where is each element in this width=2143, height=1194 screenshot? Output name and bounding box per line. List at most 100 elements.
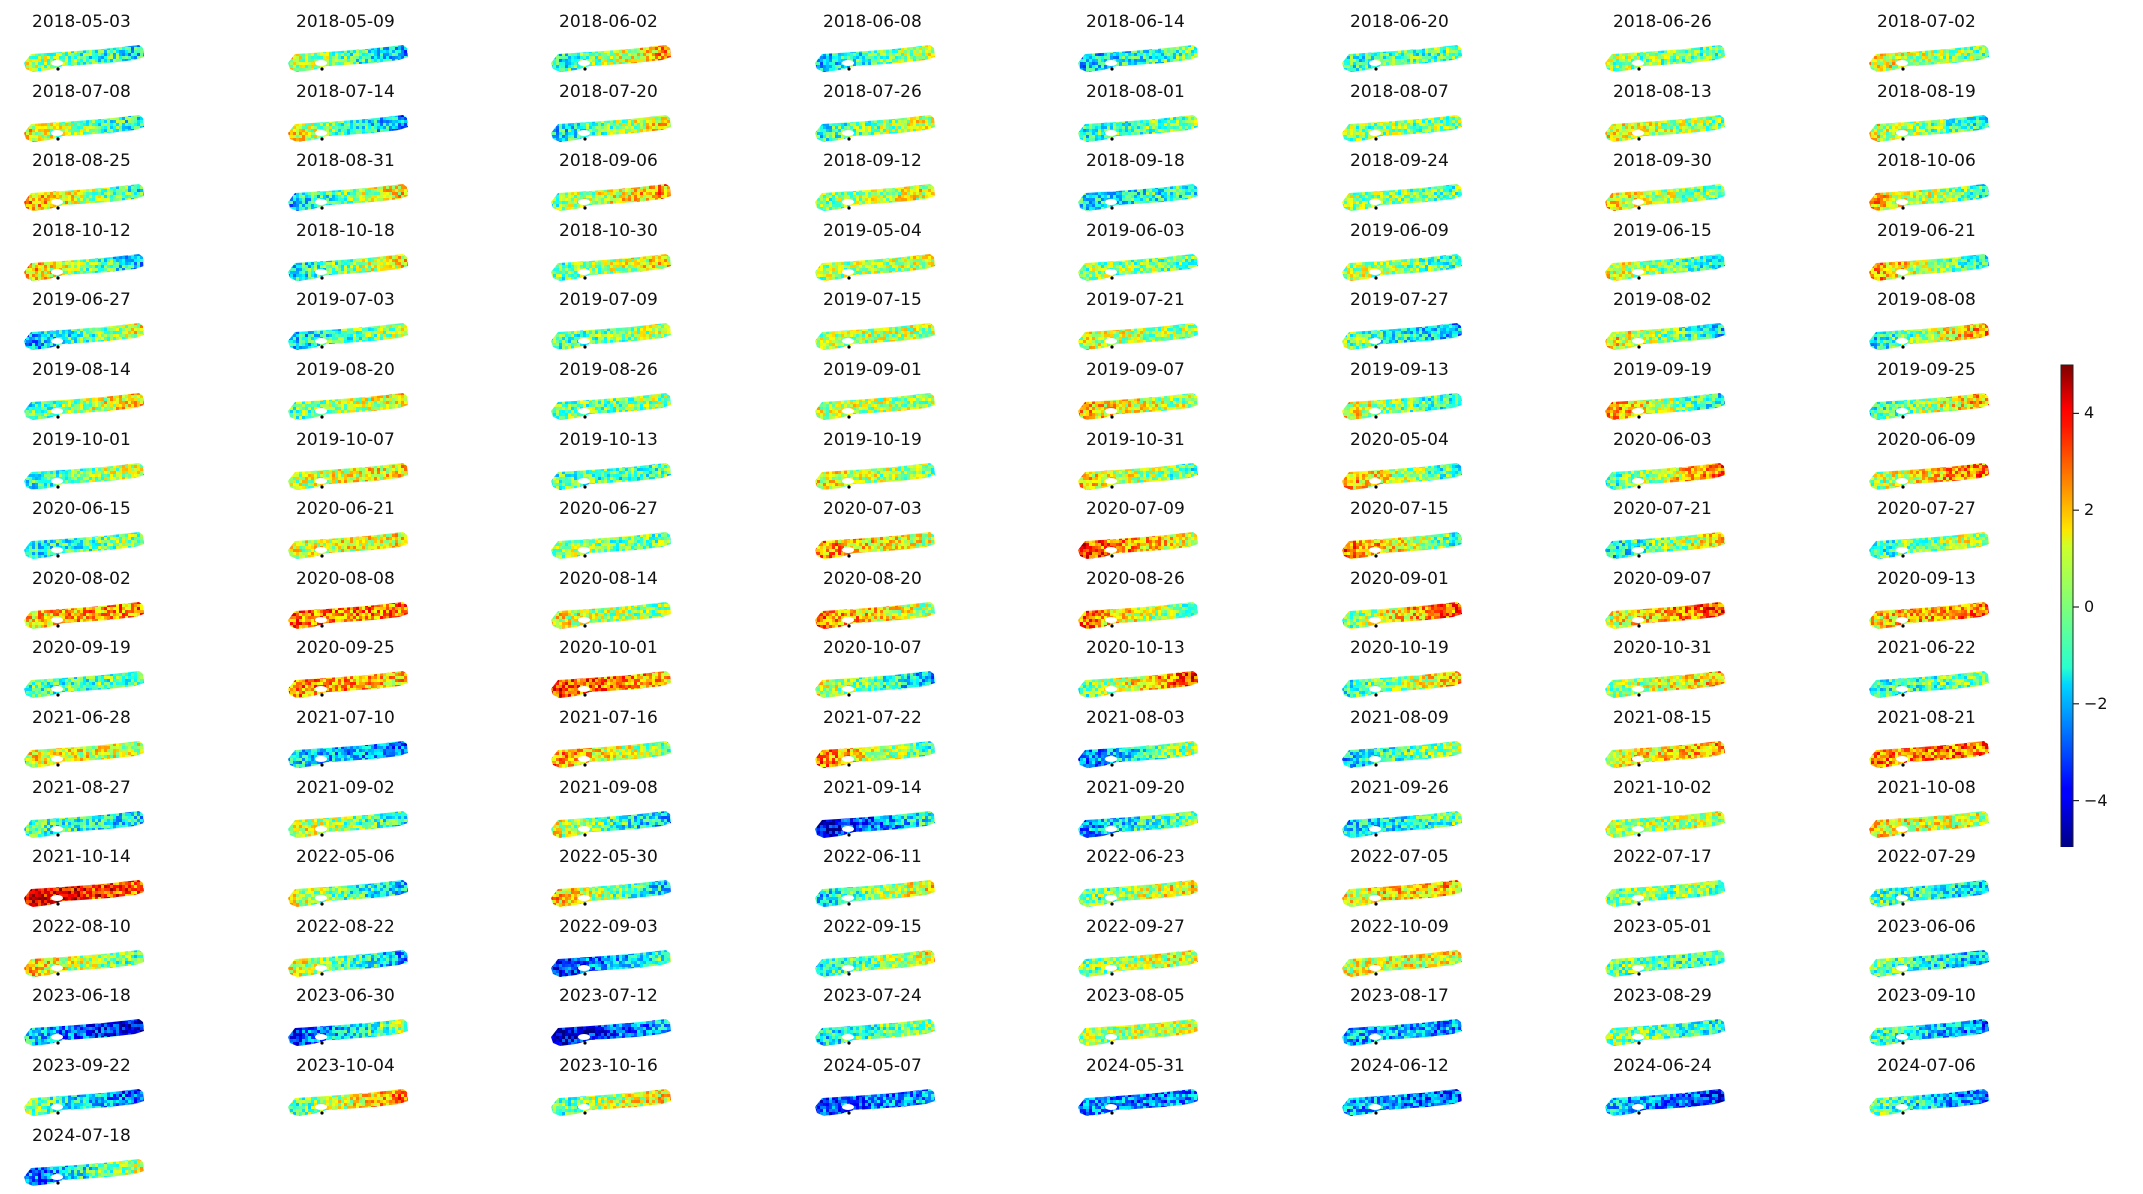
displacement-pixel	[1416, 71, 1419, 74]
displacement-pixel	[628, 71, 631, 74]
displacement-pixel	[652, 135, 655, 138]
displacement-pixel	[832, 120, 835, 123]
displacement-pixel	[598, 68, 601, 71]
displacement-pixel	[889, 135, 892, 138]
displacement-pixel	[125, 59, 128, 62]
displacement-pixel	[1937, 56, 1940, 59]
displacement-pixel	[1131, 44, 1134, 47]
displacement-pixel	[817, 53, 820, 56]
displacement-pixel	[583, 71, 586, 74]
displacement-pixel	[92, 71, 95, 74]
displacement-pixel	[389, 62, 392, 65]
displacement-pixel	[347, 126, 350, 129]
displacement-pixel	[32, 56, 35, 59]
displacement-pixel	[1167, 59, 1170, 62]
displacement-pixel	[293, 120, 296, 123]
displacement-pixel	[1898, 53, 1901, 56]
displacement-pixel	[586, 126, 589, 129]
reference-point	[847, 67, 850, 70]
displacement-pixel	[329, 114, 332, 117]
displacement-pixel	[365, 62, 368, 65]
displacement-pixel	[1182, 65, 1185, 68]
displacement-pixel	[1389, 53, 1392, 56]
displacement-pixel	[823, 62, 826, 65]
displacement-pixel	[1940, 50, 1943, 53]
displacement-pixel	[619, 62, 622, 65]
displacement-pixel	[655, 53, 658, 56]
displacement-pixel	[326, 50, 329, 53]
displacement-pixel	[619, 135, 622, 138]
displacement-pixel	[631, 114, 634, 117]
displacement-pixel	[26, 120, 29, 123]
displacement-pixel	[1167, 50, 1170, 53]
displacement-pixel	[41, 126, 44, 129]
displacement-pixel	[898, 50, 901, 53]
displacement-pixel	[1880, 47, 1883, 50]
displacement-pixel	[643, 126, 646, 129]
displacement-pixel	[1392, 53, 1395, 56]
displacement-pixel	[883, 59, 886, 62]
displacement-pixel	[356, 47, 359, 50]
displacement-pixel	[859, 135, 862, 138]
displacement-pixel	[1446, 68, 1449, 71]
displacement-pixel	[1940, 47, 1943, 50]
displacement-pixel	[1131, 65, 1134, 68]
displacement-pixel	[29, 62, 32, 65]
displacement-pixel	[613, 132, 616, 135]
displacement-pixel	[634, 71, 637, 74]
displacement-pixel	[35, 117, 38, 120]
displacement-pixel	[1706, 59, 1709, 62]
displacement-pixel	[592, 68, 595, 71]
displacement-pixel	[1413, 68, 1416, 71]
displacement-pixel	[1164, 71, 1167, 74]
displacement-pixel	[80, 65, 83, 68]
displacement-pixel	[359, 132, 362, 135]
displacement-pixel	[904, 44, 907, 47]
displacement-pixel	[1407, 56, 1410, 59]
displacement-pixel	[1955, 47, 1958, 50]
displacement-pixel	[1874, 71, 1877, 74]
displacement-pixel	[871, 141, 874, 144]
displacement-pixel	[853, 44, 856, 47]
displacement-pixel	[59, 120, 62, 123]
displacement-pixel	[877, 65, 880, 68]
displacement-pixel	[128, 50, 131, 53]
displacement-pixel	[332, 114, 335, 117]
displacement-pixel	[913, 47, 916, 50]
displacement-pixel	[125, 47, 128, 50]
displacement-pixel	[113, 44, 116, 47]
displacement-pixel	[137, 138, 140, 141]
displacement-pixel	[835, 117, 838, 120]
displacement-pixel	[1383, 68, 1386, 71]
displacement-pixel	[559, 59, 562, 62]
displacement-pixel	[553, 53, 556, 56]
displacement-pixel	[1164, 56, 1167, 59]
displacement-pixel	[32, 120, 35, 123]
displacement-pixel	[347, 56, 350, 59]
displacement-pixel	[1179, 59, 1182, 62]
displacement-pixel	[401, 59, 404, 62]
displacement-pixel	[604, 53, 607, 56]
displacement-pixel	[604, 56, 607, 59]
displacement-pixel	[1715, 47, 1718, 50]
displacement-pixel	[23, 53, 26, 56]
displacement-pixel	[877, 50, 880, 53]
displacement-pixel	[1134, 44, 1137, 47]
displacement-pixel	[550, 114, 553, 117]
displacement-pixel	[389, 138, 392, 141]
displacement-pixel	[104, 62, 107, 65]
displacement-pixel	[1116, 65, 1119, 68]
displacement-pixel	[580, 47, 583, 50]
displacement-pixel	[116, 50, 119, 53]
displacement-pixel	[89, 65, 92, 68]
displacement-pixel	[38, 141, 41, 144]
displacement-pixel	[341, 120, 344, 123]
displacement-pixel	[856, 68, 859, 71]
displacement-pixel	[898, 68, 901, 71]
displacement-pixel	[667, 117, 670, 120]
displacement-pixel	[1706, 53, 1709, 56]
displacement-pixel	[628, 44, 631, 47]
displacement-pixel	[637, 68, 640, 71]
displacement-pixel	[1119, 50, 1122, 53]
displacement-pixel	[601, 44, 604, 47]
